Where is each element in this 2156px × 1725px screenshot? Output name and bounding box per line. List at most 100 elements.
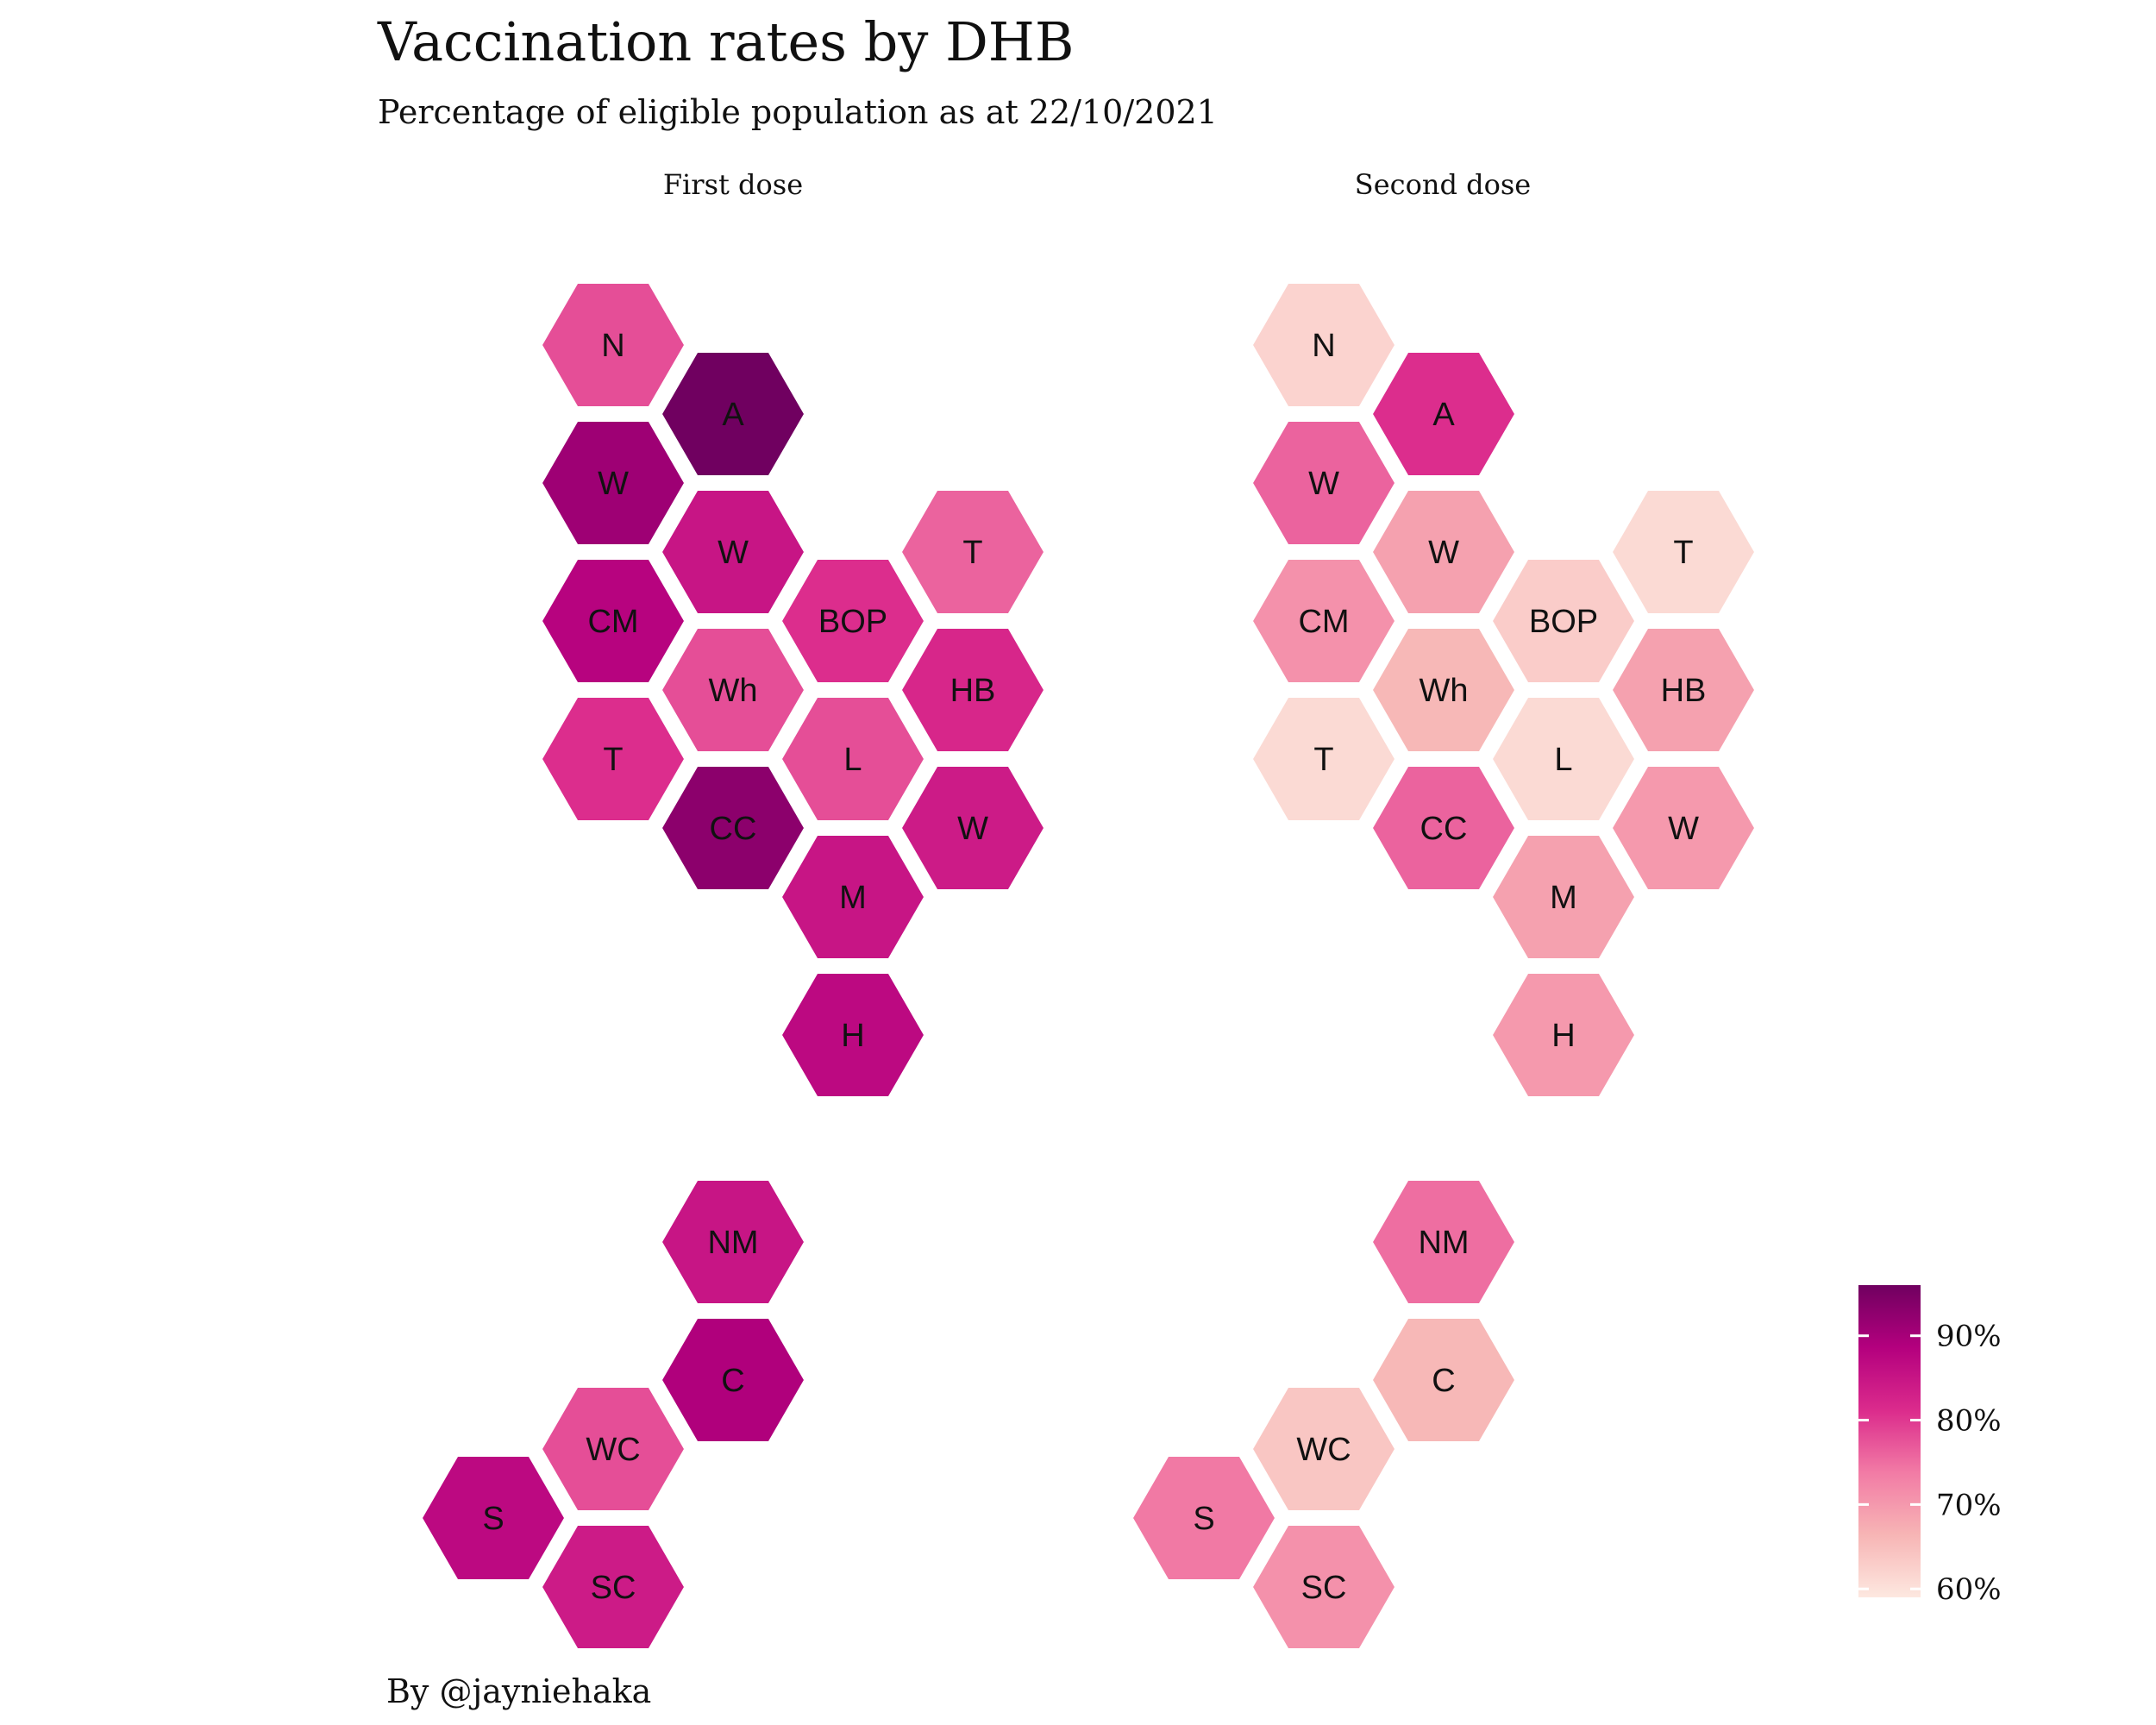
hex-label: C	[1432, 1363, 1455, 1399]
hex-t-first: T	[894, 485, 1051, 619]
hex-cell	[1605, 623, 1762, 757]
hex-label: Wh	[709, 673, 758, 709]
hex-cell	[655, 1175, 812, 1309]
hex-cell	[774, 968, 931, 1102]
legend-tick-label: 70%	[1936, 1488, 2002, 1522]
hex-nm-first: NM	[655, 1175, 812, 1309]
legend-tick-label: 90%	[1936, 1320, 2002, 1354]
hex-cell	[894, 761, 1051, 895]
hex-label: L	[843, 742, 862, 778]
hex-label: T	[1313, 742, 1333, 778]
hex-cell	[774, 554, 931, 688]
chart-subtitle: Percentage of eligible population as at …	[378, 93, 1218, 131]
hex-label: WC	[1296, 1432, 1351, 1468]
hex-label: CM	[587, 604, 638, 640]
chart-title: Vaccination rates by DHB	[377, 10, 1074, 73]
hex-label: C	[721, 1363, 744, 1399]
hex-m-second: M	[1485, 830, 1642, 964]
hex-cell	[1365, 1313, 1522, 1447]
hex-cell	[1485, 830, 1642, 964]
hex-cell	[1485, 968, 1642, 1102]
hex-group-second-dose: N W A CM BOP W T T L Wh HB M CC W H NM WC C SC S	[1125, 278, 1762, 1654]
hex-cell	[1365, 623, 1522, 757]
hex-a-first: A	[655, 347, 812, 481]
hex-cm-second: CM	[1245, 554, 1402, 688]
hex-label: N	[1312, 328, 1335, 364]
hex-label: A	[1432, 397, 1455, 433]
hex-label: CM	[1298, 604, 1349, 640]
hex-cell	[655, 761, 812, 895]
hex-label: L	[1554, 742, 1572, 778]
hex-wh-second: Wh	[1365, 623, 1522, 757]
hex-h-second: H	[1485, 968, 1642, 1102]
hex-label: M	[839, 880, 867, 916]
color-legend: 90% 80% 70% 60%	[1858, 1285, 2002, 1607]
hex-label: H	[1551, 1018, 1575, 1054]
hex-hb-first: HB	[894, 623, 1051, 757]
facet-second-dose: Second dose N W A CM BOP W T T L Wh HB M CC W H NM WC C SC…	[1125, 168, 1762, 1654]
hex-group-first-dose: N W A CM BOP W T T L Wh HB M CC W H NM WC C SC S	[415, 278, 1051, 1654]
hex-label: S	[482, 1501, 504, 1537]
hex-n-first: N	[535, 278, 692, 412]
hex-cell	[774, 830, 931, 964]
hex-w-first: W	[655, 485, 812, 619]
hex-cm-first: CM	[535, 554, 692, 688]
hex-wh-first: Wh	[655, 623, 812, 757]
hex-label: W	[718, 535, 749, 571]
hex-label: CC	[1420, 811, 1468, 847]
hex-l-first: L	[774, 692, 931, 826]
hex-cell	[535, 554, 692, 688]
hex-label: T	[1673, 535, 1693, 571]
hex-label: CC	[710, 811, 757, 847]
hex-cell	[1365, 1175, 1522, 1309]
facet-title-second-dose: Second dose	[1355, 168, 1531, 201]
hex-cell	[1365, 761, 1522, 895]
hex-cell	[1485, 692, 1642, 826]
hex-a-second: A	[1365, 347, 1522, 481]
hex-label: W	[598, 466, 629, 502]
hex-cell	[1245, 692, 1402, 826]
hex-l-second: L	[1485, 692, 1642, 826]
hex-cell	[535, 1382, 692, 1516]
hex-label: T	[962, 535, 982, 571]
hex-label: SC	[1301, 1570, 1347, 1606]
hex-w-first: W	[894, 761, 1051, 895]
hex-t-first: T	[535, 692, 692, 826]
hex-label: WC	[586, 1432, 640, 1468]
hex-cell	[1245, 416, 1402, 550]
hex-wc-first: WC	[535, 1382, 692, 1516]
hex-sc-first: SC	[535, 1520, 692, 1654]
hex-cell	[1365, 485, 1522, 619]
hex-cell	[1245, 1382, 1402, 1516]
hex-m-first: M	[774, 830, 931, 964]
hex-bop-second: BOP	[1485, 554, 1642, 688]
hex-cell	[894, 485, 1051, 619]
hex-label: SC	[591, 1570, 636, 1606]
hex-cell	[1605, 761, 1762, 895]
hex-t-second: T	[1245, 692, 1402, 826]
hex-cell	[1245, 1520, 1402, 1654]
hex-cell	[535, 692, 692, 826]
hex-t-second: T	[1605, 485, 1762, 619]
hex-label: BOP	[818, 604, 887, 640]
hex-label: HB	[1661, 673, 1707, 709]
hex-cc-second: CC	[1365, 761, 1522, 895]
hex-label: N	[601, 328, 624, 364]
hex-cell	[1125, 1451, 1282, 1585]
hex-w-second: W	[1605, 761, 1762, 895]
hex-label: W	[1308, 466, 1339, 502]
hex-bop-first: BOP	[774, 554, 931, 688]
hex-nm-second: NM	[1365, 1175, 1522, 1309]
hex-sc-second: SC	[1245, 1520, 1402, 1654]
hex-label: NM	[707, 1225, 758, 1261]
hex-cell	[655, 1313, 812, 1447]
chart-caption: By @jayniehaka	[386, 1672, 651, 1710]
hex-label: T	[603, 742, 623, 778]
hex-s-second: S	[1125, 1451, 1282, 1585]
hex-n-second: N	[1245, 278, 1402, 412]
hex-label: Wh	[1420, 673, 1469, 709]
facet-title-first-dose: First dose	[663, 168, 803, 201]
legend-tick-label: 60%	[1936, 1572, 2002, 1607]
hex-cell	[774, 692, 931, 826]
